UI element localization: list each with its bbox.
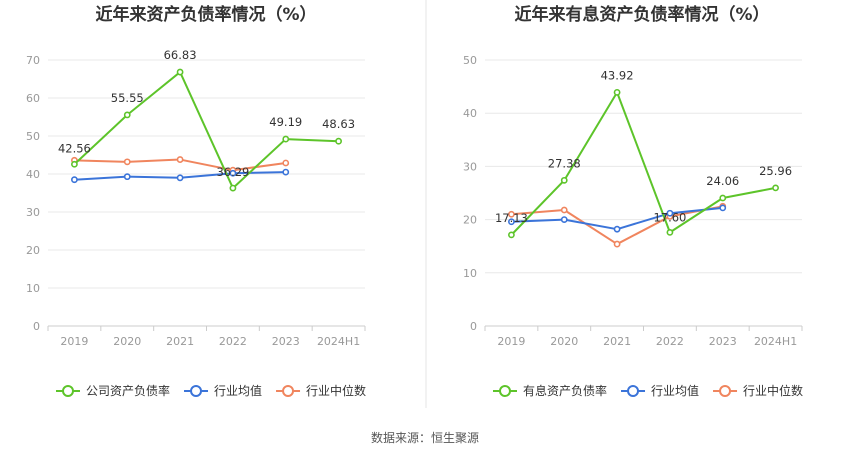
series-line-0 <box>73 71 339 190</box>
data-point-0 <box>335 137 342 145</box>
data-label: 55.55 <box>111 91 144 105</box>
legend-swatch-marker <box>62 385 74 397</box>
data-point-0 <box>613 88 621 96</box>
chart-interest-bearing-debt-ratio: 近年来有息资产负债率情况（%） 0 10 20 30 40 50 2019 2020 2021 20… <box>463 4 803 398</box>
data-point-2 <box>613 240 621 248</box>
legend-swatch-marker <box>499 385 511 397</box>
data-label: 36.29 <box>216 165 249 179</box>
y-tick-label: 10 <box>26 282 40 295</box>
y-tick-label: 70 <box>26 54 40 67</box>
data-label: 17.13 <box>495 211 528 225</box>
y-tick-label: 30 <box>26 206 40 219</box>
data-label: 24.06 <box>706 174 739 188</box>
legend-label: 公司资产负债率 <box>86 383 170 398</box>
data-point-0 <box>560 176 568 184</box>
y-tick-label: 50 <box>463 54 477 67</box>
data-point-1 <box>560 216 568 223</box>
data-point-0 <box>176 68 184 76</box>
series-line-0 <box>510 91 776 236</box>
data-point-1 <box>229 169 237 177</box>
data-point-0 <box>282 135 290 143</box>
y-tick-label: 40 <box>26 168 40 181</box>
legend-swatch-marker <box>282 385 295 397</box>
x-tick-label: 2023 <box>709 335 737 348</box>
legend-label: 有息资产负债率 <box>523 383 607 398</box>
data-point-0 <box>508 231 515 239</box>
data-point-1 <box>508 218 515 226</box>
data-point-1 <box>719 204 727 212</box>
x-tick-label: 2021 <box>603 335 631 348</box>
y-tick-label: 40 <box>463 107 477 120</box>
y-tick-label: 0 <box>33 320 40 333</box>
data-point-0 <box>71 160 78 168</box>
legend-label: 行业中位数 <box>743 383 803 398</box>
data-point-0 <box>123 111 131 119</box>
data-label: 25.96 <box>759 164 792 178</box>
data-point-2 <box>123 158 131 166</box>
data-source-note: 数据来源：恒生聚源 <box>370 431 479 445</box>
data-label: 27.38 <box>548 156 581 170</box>
data-point-0 <box>229 184 237 192</box>
data-point-1 <box>71 176 78 184</box>
data-point-1 <box>282 168 290 176</box>
legend-swatch-marker <box>719 385 732 397</box>
data-label: 66.83 <box>164 48 197 62</box>
data-point-1 <box>123 173 131 181</box>
x-tick-label: 2023 <box>272 335 300 348</box>
data-label: 43.92 <box>601 68 634 82</box>
legend-swatch-marker <box>627 385 640 397</box>
y-tick-label: 20 <box>463 214 477 227</box>
chart-title: 近年来有息资产负债率情况（%） <box>514 4 769 25</box>
data-point-1 <box>613 225 621 233</box>
data-point-0 <box>772 184 779 192</box>
x-tick-label: 2019 <box>497 335 525 348</box>
chart-debt-ratio: 近年来资产负债率情况（%） 0 10 20 30 40 50 60 70 2019 2020 2021… <box>26 4 366 398</box>
x-tick-label: 2020 <box>550 335 578 348</box>
x-tick-label: 2022 <box>656 335 684 348</box>
y-tick-label: 10 <box>463 267 477 280</box>
data-label: 42.56 <box>58 141 91 155</box>
data-label: 48.63 <box>322 117 355 131</box>
legend-swatch-marker <box>190 385 203 397</box>
data-label: 17.60 <box>653 210 686 224</box>
data-point-2 <box>176 156 184 163</box>
y-tick-label: 20 <box>26 244 40 257</box>
data-point-0 <box>719 194 727 202</box>
x-tick-label: 2024H1 <box>754 335 797 348</box>
x-tick-label: 2019 <box>60 335 88 348</box>
x-tick-label: 2021 <box>166 335 194 348</box>
y-tick-label: 30 <box>463 160 477 173</box>
data-point-2 <box>560 206 568 214</box>
legend-label: 行业均值 <box>651 383 699 398</box>
y-tick-label: 50 <box>26 130 40 143</box>
x-tick-label: 2022 <box>219 335 247 348</box>
data-point-0 <box>666 228 674 236</box>
data-point-1 <box>666 209 674 217</box>
y-tick-label: 0 <box>470 320 477 333</box>
chart-title: 近年来资产负债率情况（%） <box>95 4 316 25</box>
data-point-2 <box>508 210 515 218</box>
x-tick-label: 2020 <box>113 335 141 348</box>
legend-label: 行业均值 <box>214 383 262 398</box>
y-tick-label: 60 <box>26 92 40 105</box>
x-tick-label: 2024H1 <box>317 335 360 348</box>
data-label: 49.19 <box>269 115 302 129</box>
data-point-1 <box>176 174 184 182</box>
legend-label: 行业中位数 <box>306 383 366 398</box>
data-point-2 <box>282 159 290 167</box>
